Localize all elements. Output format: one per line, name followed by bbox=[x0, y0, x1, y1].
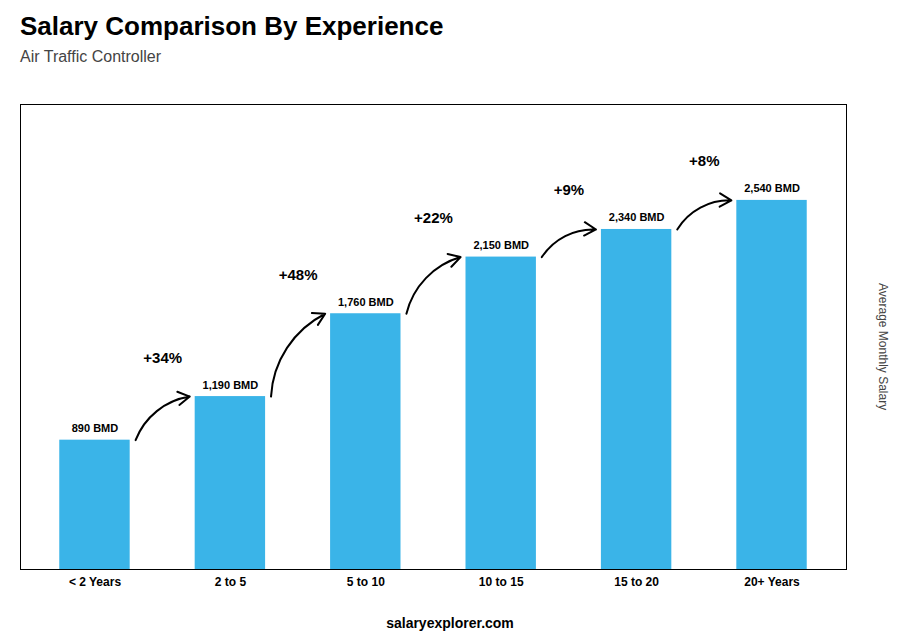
svg-text:+48%: +48% bbox=[279, 266, 318, 283]
svg-text:2 to 5: 2 to 5 bbox=[215, 575, 247, 589]
svg-text:2,540 BMD: 2,540 BMD bbox=[744, 182, 800, 194]
svg-text:2,150 BMD: 2,150 BMD bbox=[473, 239, 529, 251]
html-text:salaryexplorer.com: salaryexplorer.com bbox=[386, 615, 514, 631]
svg-text:2,340 BMD: 2,340 BMD bbox=[609, 211, 665, 223]
svg-text:15 to 20: 15 to 20 bbox=[614, 575, 659, 589]
svg-text:5 to 10: 5 to 10 bbox=[347, 575, 385, 589]
svg-text:10 to 15: 10 to 15 bbox=[479, 575, 524, 589]
svg-text:+34%: +34% bbox=[143, 349, 182, 366]
svg-text:< 2 Years: < 2 Years bbox=[69, 575, 121, 589]
svg-text:1,190 BMD: 1,190 BMD bbox=[203, 379, 259, 391]
svg-text:+8%: +8% bbox=[689, 152, 719, 169]
html-text:Salary Comparison By Experienc: Salary Comparison By Experience bbox=[20, 11, 444, 41]
html-text:Air Traffic Controller: Air Traffic Controller bbox=[20, 48, 162, 65]
svg-text:+9%: +9% bbox=[554, 181, 584, 198]
svg-text:890 BMD: 890 BMD bbox=[72, 422, 119, 434]
svg-text:+22%: +22% bbox=[414, 209, 453, 226]
svg-text:1,760 BMD: 1,760 BMD bbox=[338, 296, 394, 308]
svg-text:20+ Years: 20+ Years bbox=[744, 575, 800, 589]
html-text:Average Monthly Salary: Average Monthly Salary bbox=[876, 282, 890, 411]
